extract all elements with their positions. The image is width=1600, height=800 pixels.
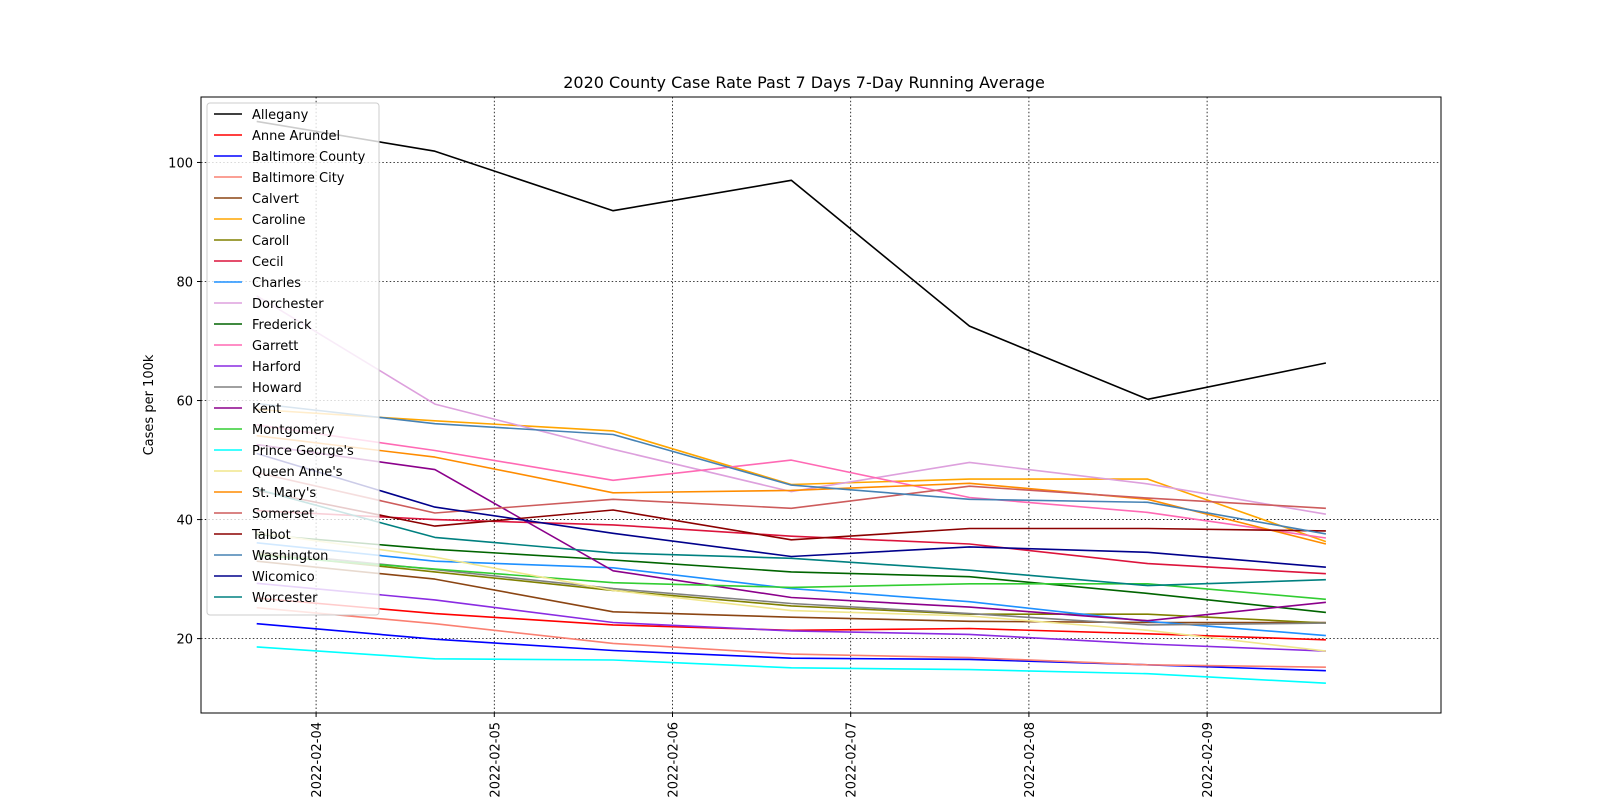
legend-label: Baltimore County <box>252 150 366 165</box>
series-line-calvert <box>256 560 1326 624</box>
series-line-cecil <box>256 509 1326 575</box>
legend-label: Montgomery <box>252 423 335 438</box>
legend: Allegany Anne Arundel Baltimore County Balt… <box>206 102 380 616</box>
series-line-montgomery <box>256 554 1326 601</box>
x-tick-label: 2022-02-06 <box>666 722 681 798</box>
legend-label: Kent <box>252 402 281 417</box>
legend-label: Frederick <box>252 318 312 333</box>
series-line-dorchester <box>256 295 1327 515</box>
y-tick-label: 100 <box>168 156 193 171</box>
legend-label: Washington <box>252 549 328 564</box>
legend-label: Dorchester <box>252 297 324 312</box>
x-tick-label: 2022-02-07 <box>845 722 860 798</box>
series-line-wicomico <box>256 452 1326 568</box>
chart-title: 2020 County Case Rate Past 7 Days 7-Day … <box>563 73 1045 92</box>
series-line-kent <box>256 443 1326 622</box>
x-tick-label: 2022-02-09 <box>1201 722 1216 798</box>
grid <box>201 97 1441 713</box>
series-line-frederick <box>256 533 1326 614</box>
legend-label: Somerset <box>252 507 314 522</box>
y-tick-label: 20 <box>176 633 193 648</box>
y-axis-label: Cases per 100k <box>142 354 157 455</box>
series-line-harford <box>256 582 1326 652</box>
legend-label: Worcester <box>252 591 318 606</box>
series-line-somerset <box>256 471 1326 514</box>
legend-label: Queen Anne's <box>252 465 343 480</box>
y-tick-label: 40 <box>176 514 193 529</box>
series-line-caroll <box>256 552 1326 624</box>
series-line-baltimore-city <box>256 606 1326 668</box>
legend-label: Cecil <box>252 255 283 270</box>
legend-label: Wicomico <box>252 570 315 585</box>
legend-label: Calvert <box>252 192 299 207</box>
x-tick-label: 2022-02-04 <box>310 722 325 798</box>
series-line-talbot <box>256 489 1326 541</box>
series-line-worcester <box>256 488 1326 587</box>
plot-area <box>256 120 1327 684</box>
series-line-st-mary-s <box>256 434 1327 545</box>
series-line-queen-anne-s <box>256 531 1326 652</box>
legend-label: Caroline <box>252 213 306 228</box>
legend-label: Prince George's <box>252 444 354 459</box>
legend-label: Allegany <box>252 108 309 123</box>
series-line-washington <box>256 402 1327 535</box>
legend-label: Harford <box>252 360 301 375</box>
legend-label: Charles <box>252 276 301 291</box>
legend-box <box>206 102 380 616</box>
legend-label: St. Mary's <box>252 486 316 501</box>
series-line-garrett <box>256 424 1327 539</box>
axes-frame <box>200 96 1442 714</box>
legend-label: Howard <box>252 381 302 396</box>
legend-label: Baltimore City <box>252 171 345 186</box>
series-line-allegany <box>256 120 1327 401</box>
y-axis: 20 40 60 80 100 <box>168 156 201 648</box>
legend-label: Anne Arundel <box>252 129 340 144</box>
x-tick-label: 2022-02-05 <box>488 722 503 798</box>
x-axis: 2022-02-04 2022-02-05 2022-02-06 2022-02-07… <box>310 713 1216 798</box>
x-tick-label: 2022-02-08 <box>1023 722 1038 798</box>
series-line-prince-george-s <box>256 646 1326 684</box>
y-tick-label: 80 <box>176 276 193 291</box>
legend-label: Garrett <box>252 339 298 354</box>
legend-label: Talbot <box>251 528 291 543</box>
y-tick-label: 60 <box>176 395 193 410</box>
legend-label: Caroll <box>252 234 289 249</box>
